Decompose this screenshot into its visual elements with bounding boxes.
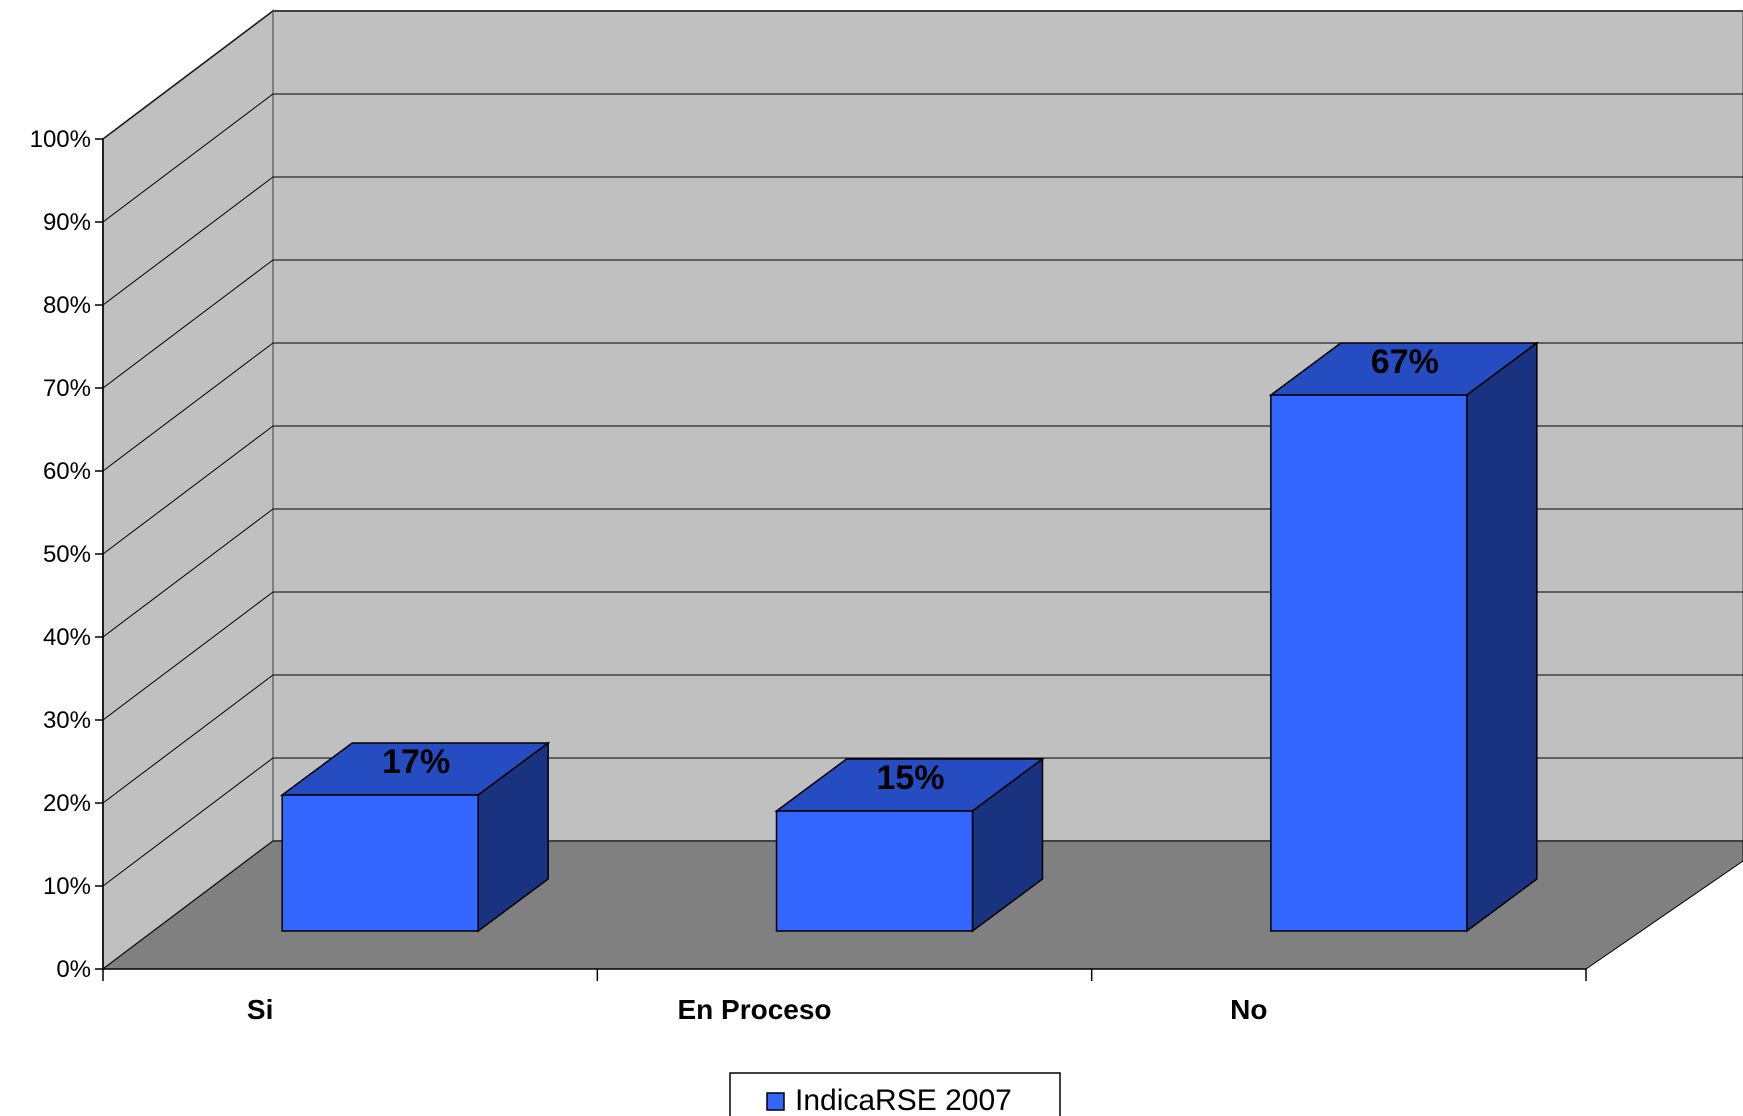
y-tick-label: 80%	[43, 292, 91, 319]
data-label: 67%	[1371, 343, 1439, 381]
y-tick-label: 60%	[43, 458, 91, 485]
y-tick-label: 20%	[43, 790, 91, 817]
y-tick-label: 70%	[43, 375, 91, 402]
gridline-side	[102, 342, 274, 472]
gridline-side	[102, 93, 274, 223]
gridline-side	[102, 176, 274, 306]
data-label: 17%	[382, 743, 450, 781]
gridline-side	[102, 10, 274, 140]
y-tick-label: 90%	[43, 209, 91, 236]
gridline-side	[102, 591, 274, 721]
y-tick-label: 40%	[43, 624, 91, 651]
y-tick-label: 30%	[43, 707, 91, 734]
bars	[279, 341, 1540, 933]
gridline-side	[102, 259, 274, 389]
y-tick-label: 100%	[30, 126, 91, 153]
y-tick-label: 50%	[43, 541, 91, 568]
y-tick-label: 10%	[43, 873, 91, 900]
y-axis-ticks: 0% 10% 20% 30% 40% 50% 60% 70% 80% 90% 100%	[30, 126, 103, 983]
x-category-label: No	[1230, 994, 1267, 1025]
y-tick-label: 0%	[56, 956, 91, 983]
bar-side	[1466, 341, 1538, 933]
x-axis-categories: Si En Proceso No	[102, 969, 1587, 1025]
bar-no	[1270, 394, 1468, 932]
data-labels: 17% 15% 67%	[382, 343, 1439, 797]
gridline-side	[102, 508, 274, 638]
gridline-side	[102, 757, 274, 887]
legend-series-label: IndicaRSE 2007	[795, 1084, 1012, 1116]
legend: IndicaRSE 2007	[729, 1072, 1061, 1116]
legend-box	[729, 1072, 1061, 1116]
gridline-side	[102, 674, 274, 804]
bar-si	[281, 794, 479, 932]
x-category-label: En Proceso	[677, 994, 831, 1025]
legend-swatch	[766, 1092, 785, 1111]
x-category-label: Si	[247, 994, 273, 1025]
bar-en-proceso	[775, 810, 974, 932]
data-label: 15%	[876, 759, 944, 797]
gridline-side	[102, 425, 274, 555]
